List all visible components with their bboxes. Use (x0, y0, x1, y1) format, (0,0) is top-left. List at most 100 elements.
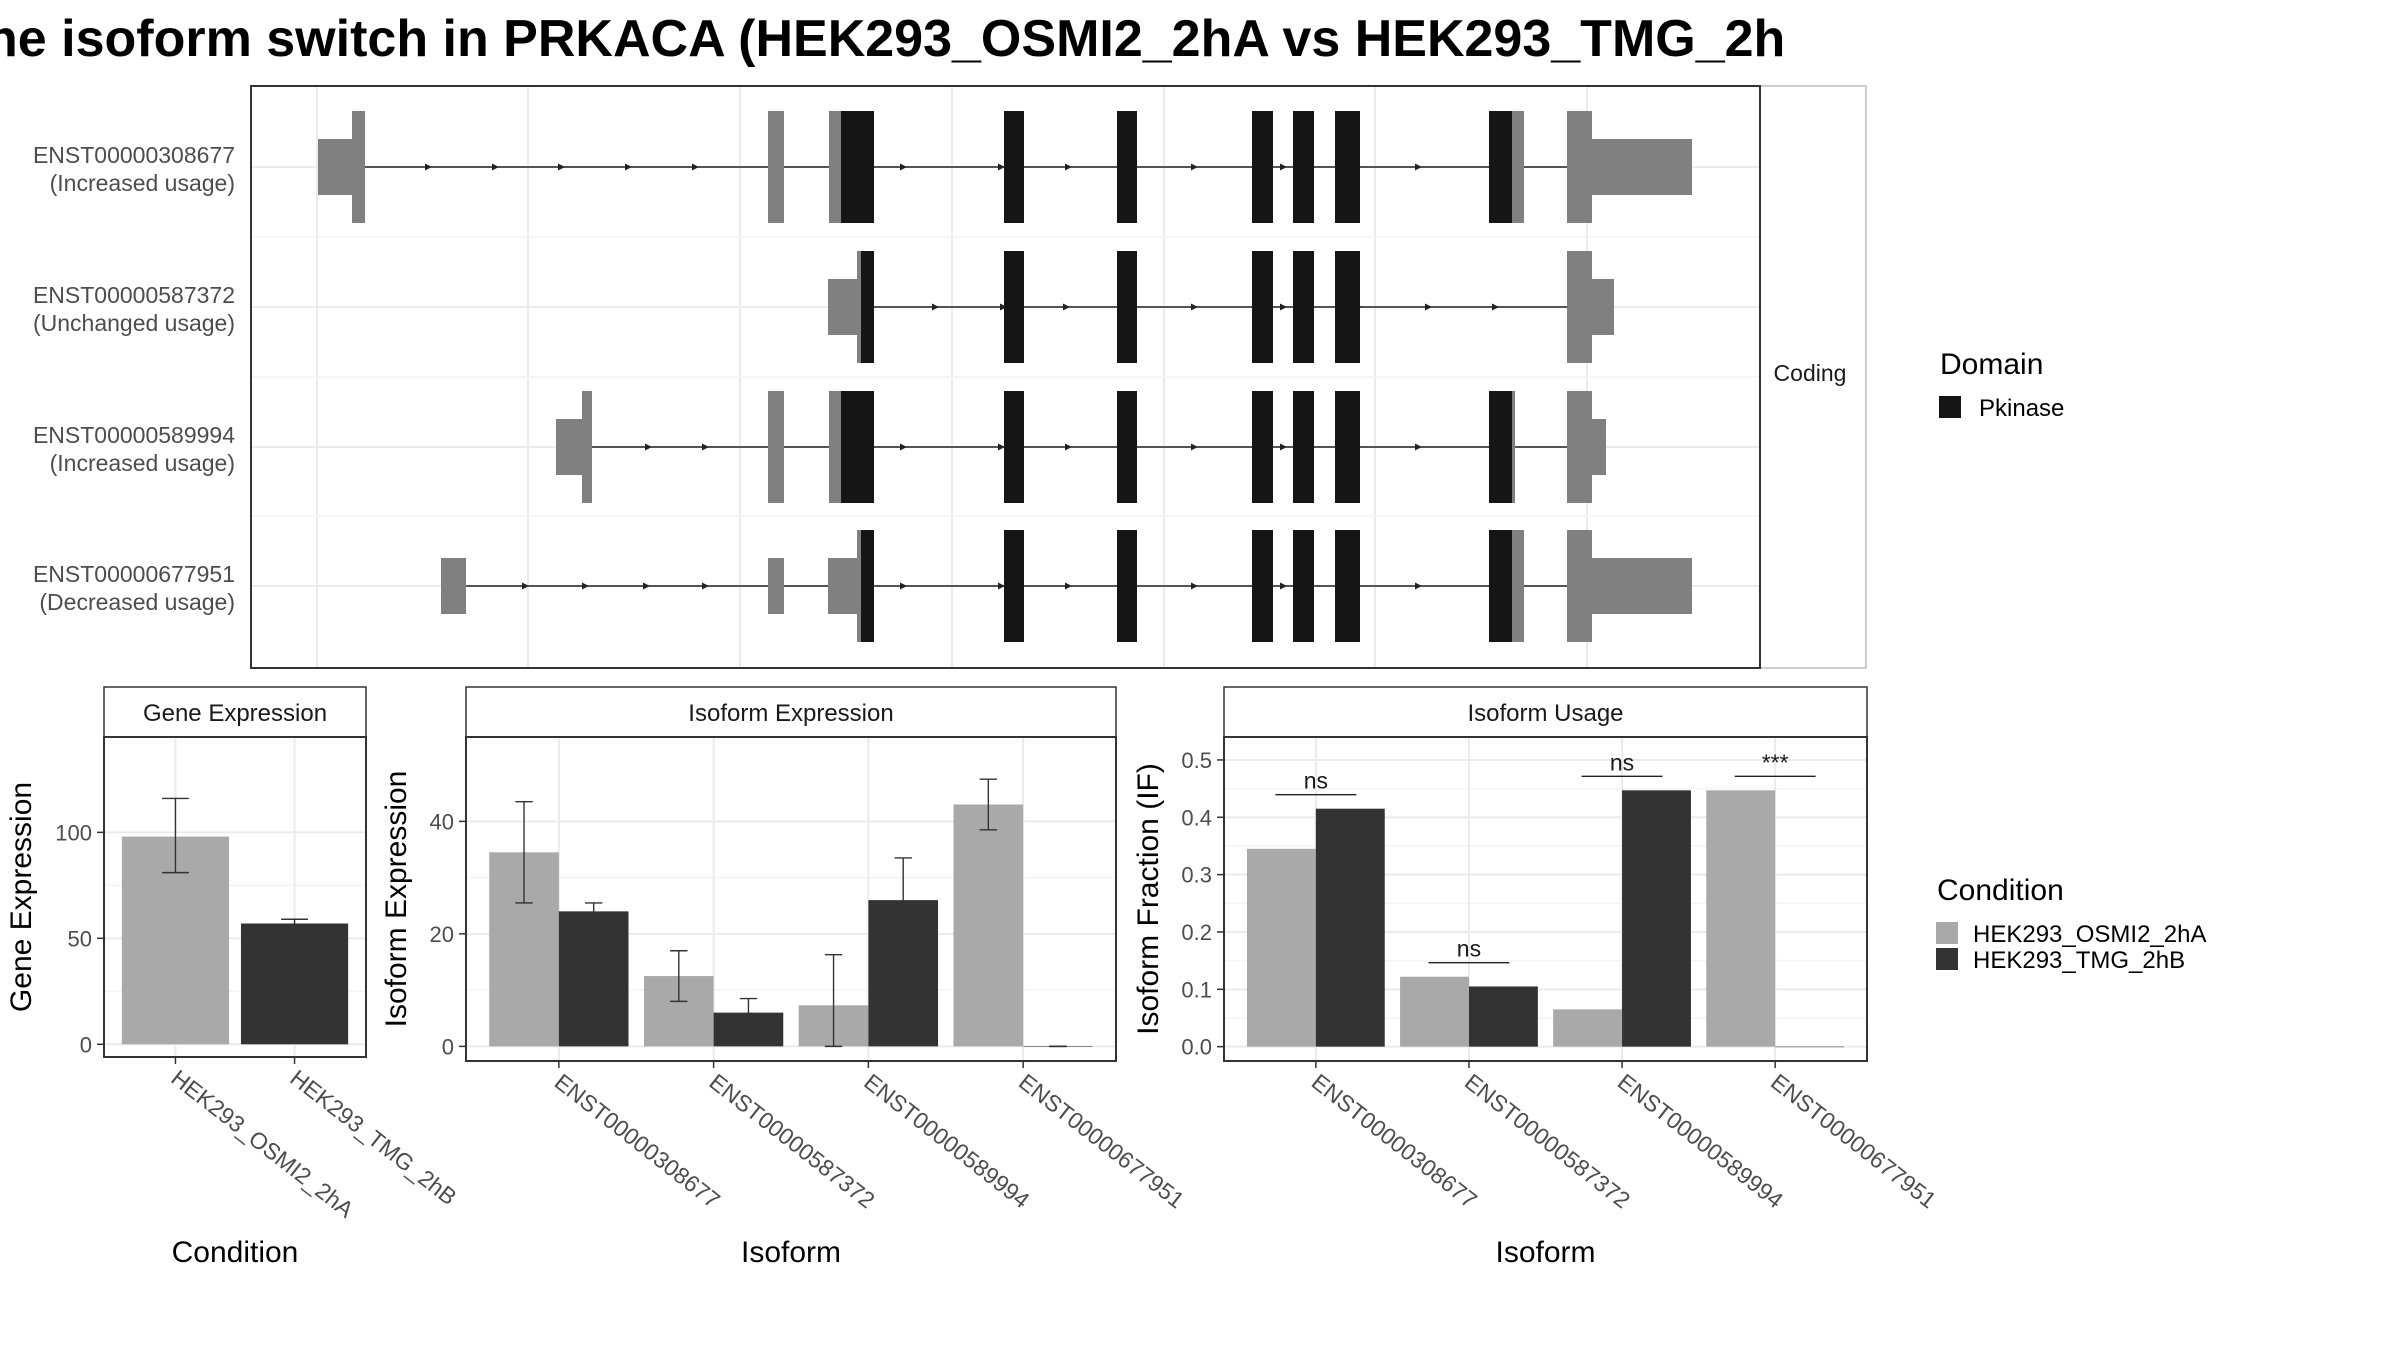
utr-exon (1592, 139, 1692, 195)
coding-exon (1567, 111, 1592, 223)
pkinase-domain-exon (1117, 530, 1137, 642)
x-axis-title: Isoform (1495, 1236, 1595, 1269)
transcript-usage-label: (Decreased usage) (39, 589, 235, 615)
pkinase-domain-exon (1117, 111, 1137, 223)
pkinase-domain-exon (1252, 391, 1273, 503)
pkinase-domain-exon (1335, 391, 1360, 503)
intron-direction-arrow (1063, 303, 1070, 311)
y-tick-label: 40 (430, 809, 454, 834)
coding-exon (829, 111, 841, 223)
condition-legend: Condition HEK293_OSMI2_2hA HEK293_TMG_2h… (1936, 874, 2206, 974)
x-tick-label: ENST00000308677 (550, 1068, 725, 1213)
pkinase-domain-exon (1252, 251, 1273, 363)
structure-strip (1759, 85, 1867, 669)
utr-exon (1592, 279, 1614, 335)
pkinase-domain-exon (1489, 530, 1512, 642)
y-tick-label: 0.4 (1181, 805, 1212, 830)
bar (558, 911, 629, 1047)
x-tick-label: ENST00000308677 (1307, 1068, 1482, 1213)
bar (1315, 808, 1385, 1047)
transcript-id-label: ENST00000308677 (33, 142, 235, 168)
pkinase-domain-exon (1252, 111, 1273, 223)
isoform-usage-panel: Isoform Usage ns ns ns *** 0.0 0.1 0.2 0.3 0.4 0.5… (1132, 686, 1941, 1269)
coding-exon (352, 111, 365, 223)
panel-border (1223, 736, 1868, 1062)
x-tick-label: ENST00000589994 (859, 1068, 1034, 1213)
pkinase-domain-exon (1117, 391, 1137, 503)
y-tick-label: 50 (68, 926, 92, 951)
intron-direction-arrow (900, 163, 907, 171)
pkinase-domain-exon (1293, 530, 1314, 642)
coding-exon (857, 251, 861, 363)
coding-exon (1567, 530, 1592, 642)
coding-exon (1512, 530, 1524, 642)
y-tick-label: 0.2 (1181, 920, 1212, 945)
x-tick-label: ENST00000677951 (1014, 1068, 1189, 1213)
figure-title: he isoform switch in PRKACA (HEK293_OSMI… (0, 10, 1785, 68)
intron-direction-arrow (900, 582, 907, 590)
pkinase-domain-exon (1293, 251, 1314, 363)
intron-direction-arrow (1191, 582, 1198, 590)
intron-direction-arrow (998, 443, 1005, 451)
significance-label: ns (1610, 749, 1634, 775)
intron-direction-arrow (1191, 443, 1198, 451)
y-tick-label: 0.0 (1181, 1035, 1212, 1060)
panel-strip (103, 686, 367, 738)
intron-direction-arrow (1191, 163, 1198, 171)
intron-direction-arrow (998, 582, 1005, 590)
bar (1775, 1046, 1845, 1048)
intron-direction-arrow (1425, 303, 1432, 311)
utr-exon (556, 419, 582, 475)
pkinase-domain-exon (1252, 530, 1273, 642)
intron-direction-arrow (702, 443, 709, 451)
pkinase-domain-exon (861, 530, 874, 642)
panel-strip (1223, 686, 1868, 738)
intron-direction-arrow (692, 163, 699, 171)
utr-exon (441, 558, 466, 614)
transcript-structure-panel: ENST00000308677(Increased usage)ENST0000… (33, 85, 1867, 669)
intron-direction-arrow (425, 163, 432, 171)
y-tick-label: 0 (442, 1034, 454, 1059)
utr-exon (768, 558, 784, 614)
coding-exon (1512, 391, 1515, 503)
transcript-id-label: ENST00000587372 (33, 282, 235, 308)
transcript-id-label: ENST00000677951 (33, 561, 235, 587)
y-tick-label: 0.1 (1181, 977, 1212, 1002)
significance-label: ns (1304, 768, 1328, 794)
significance-label: ns (1457, 936, 1481, 962)
x-tick-label: ENST00000587372 (1460, 1068, 1635, 1213)
intron-direction-arrow (522, 582, 529, 590)
coding-exon (1512, 111, 1524, 223)
y-tick-label: 0.5 (1181, 748, 1212, 773)
transcript-id-label: ENST00000589994 (33, 422, 235, 448)
intron-direction-arrow (625, 163, 632, 171)
transcript-model-2 (828, 251, 1614, 363)
pkinase-domain-exon (1293, 391, 1314, 503)
coding-exon (1567, 391, 1592, 503)
panel-border (103, 736, 367, 1058)
intron-direction-arrow (1280, 582, 1287, 590)
intron-direction-arrow (1415, 163, 1422, 171)
coding-exon (1567, 251, 1592, 363)
utr-exon (1592, 419, 1606, 475)
panel-strip-title: Isoform Expression (688, 700, 893, 727)
pkinase-domain-exon (1004, 111, 1024, 223)
coding-exon (829, 391, 841, 503)
y-tick-label: 100 (55, 820, 92, 845)
x-tick-label: ENST00000587372 (705, 1068, 880, 1213)
intron-direction-arrow (900, 443, 907, 451)
y-axis-title: Isoform Fraction (IF) (1132, 763, 1165, 1035)
intron-direction-arrow (1191, 303, 1198, 311)
pkinase-domain-exon (1004, 391, 1024, 503)
intron-direction-arrow (998, 163, 1005, 171)
isoform-expression-panel: Isoform Expression02040ENST00000308677EN… (380, 686, 1189, 1269)
pkinase-domain-exon (1489, 391, 1512, 503)
bar (1246, 848, 1316, 1047)
x-axis-title: Isoform (741, 1236, 841, 1269)
x-tick-label: ENST00000677951 (1766, 1068, 1941, 1213)
coding-exon (582, 391, 592, 503)
intron-direction-arrow (1280, 303, 1287, 311)
pkinase-legend-key (1939, 396, 1961, 418)
pkinase-domain-exon (1489, 111, 1512, 223)
panel-strip-title: Isoform Usage (1467, 700, 1623, 727)
